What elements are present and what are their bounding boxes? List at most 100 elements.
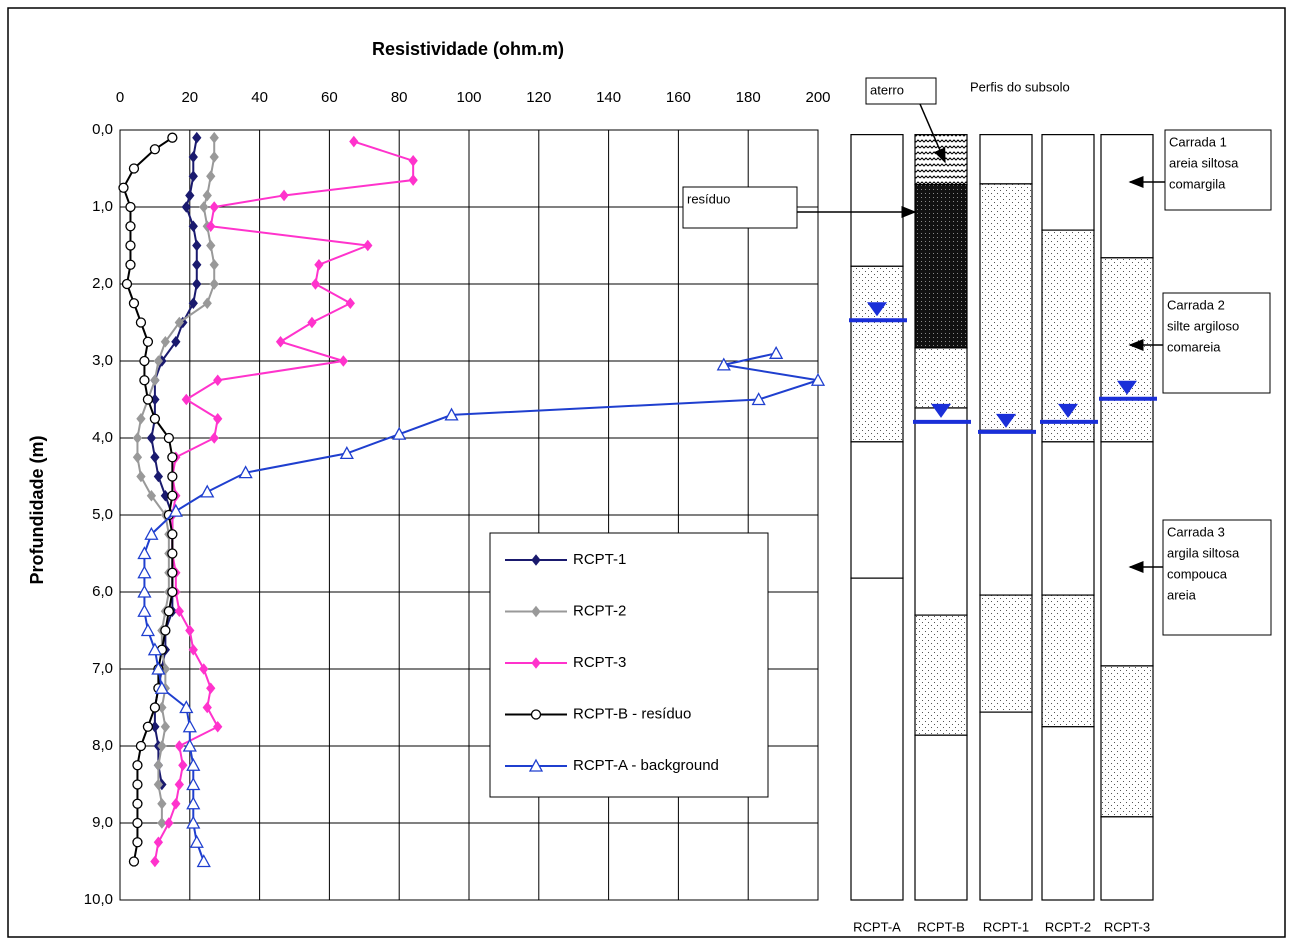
data-point	[188, 643, 198, 656]
legend-marker	[528, 758, 544, 772]
frame	[7, 7, 1286, 938]
x-tick-label: 40	[251, 89, 268, 106]
legend-marker	[531, 554, 541, 566]
legend-label: RCPT-B - resíduo	[573, 705, 691, 722]
data-point	[157, 817, 167, 829]
data-point	[174, 316, 184, 329]
data-point	[151, 661, 166, 675]
profile-label: RCPT-A	[853, 919, 901, 934]
x-tick-label: 60	[321, 89, 338, 106]
data-point	[189, 834, 204, 848]
data-point	[199, 663, 209, 675]
x-tick-label: 20	[181, 89, 198, 106]
data-point	[275, 335, 286, 348]
data-point	[192, 131, 202, 144]
annotation-text: Carrada 2	[1167, 297, 1225, 312]
data-point	[132, 760, 143, 771]
data-point	[310, 278, 321, 290]
data-point	[209, 432, 219, 444]
x-tick-label: 120	[526, 89, 551, 106]
data-point	[142, 721, 154, 732]
data-point	[150, 451, 160, 464]
data-point	[174, 605, 184, 618]
soil-layer	[914, 407, 968, 616]
soil-layer	[850, 441, 904, 579]
data-point	[206, 239, 216, 252]
data-point	[751, 392, 766, 406]
data-point	[150, 855, 160, 868]
soil-layer	[1041, 726, 1095, 901]
data-point	[167, 529, 178, 540]
y-tick-label: 0,0	[92, 121, 113, 138]
data-point	[209, 151, 219, 163]
data-point	[185, 624, 195, 637]
data-point	[132, 798, 143, 809]
annotation-text: areia siltosa	[1169, 155, 1239, 170]
data-point	[167, 471, 178, 482]
annotation-text: aterro	[870, 82, 904, 97]
data-point	[150, 374, 160, 387]
soil-layer	[914, 184, 968, 349]
data-point	[125, 221, 136, 232]
profile-label: RCPT-3	[1104, 919, 1150, 934]
y-tick-label: 1,0	[92, 198, 113, 215]
x-tick-label: 80	[391, 89, 408, 106]
data-point	[213, 720, 223, 733]
annotation-box	[865, 77, 937, 105]
data-point	[209, 131, 219, 144]
data-point	[132, 817, 143, 829]
data-point	[186, 757, 201, 771]
data-point	[139, 375, 150, 386]
data-point	[128, 298, 140, 309]
annotation-text: compouca	[1167, 566, 1228, 581]
data-point	[339, 446, 354, 460]
soil-layer	[914, 734, 968, 901]
data-point	[213, 412, 223, 425]
data-point	[153, 836, 164, 849]
data-point	[164, 817, 174, 829]
data-point	[132, 451, 143, 464]
data-point	[146, 432, 157, 444]
soil-layer	[1041, 229, 1095, 443]
soil-layer	[914, 614, 968, 736]
data-point	[125, 259, 136, 270]
data-point	[188, 151, 198, 163]
data-point	[149, 413, 161, 424]
legend-label: RCPT-1	[573, 551, 626, 568]
data-point	[137, 584, 152, 598]
data-point	[209, 278, 219, 290]
chart-title: Resistividade (ohm.m)	[372, 39, 564, 59]
data-point	[157, 797, 167, 810]
data-point	[188, 297, 198, 310]
annotation-text: comargila	[1169, 176, 1226, 191]
data-point	[135, 317, 147, 328]
data-point	[182, 738, 197, 752]
data-point	[153, 470, 164, 483]
data-point	[160, 720, 171, 733]
data-point	[363, 239, 373, 252]
data-point	[209, 201, 219, 213]
data-point	[279, 189, 289, 202]
data-point	[392, 426, 407, 440]
data-point	[206, 682, 216, 695]
annotation-text: Carrada 1	[1169, 134, 1227, 149]
soil-layer	[1100, 816, 1154, 901]
data-point	[213, 374, 223, 387]
soil-layer	[914, 134, 968, 186]
y-axis-label: Profundidade (m)	[27, 436, 47, 585]
data-point	[128, 856, 140, 867]
data-point	[444, 407, 459, 421]
annotation-text: resíduo	[687, 191, 730, 206]
annotation-box	[1162, 519, 1272, 636]
data-point	[121, 278, 133, 290]
data-point	[810, 372, 826, 386]
data-point	[167, 567, 178, 578]
annotation-text: Carrada 3	[1167, 524, 1225, 539]
soil-layer	[1041, 594, 1095, 728]
water-marker	[867, 302, 887, 317]
legend-label: RCPT-3	[573, 654, 626, 671]
data-point	[154, 680, 169, 694]
data-point	[168, 503, 183, 517]
data-point	[408, 154, 418, 167]
x-tick-label: 140	[596, 89, 621, 106]
